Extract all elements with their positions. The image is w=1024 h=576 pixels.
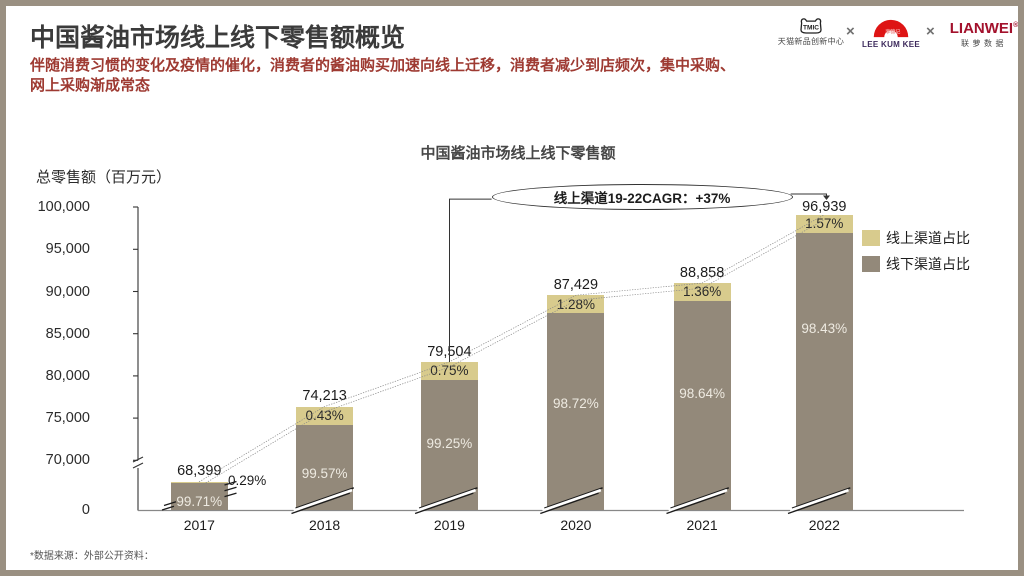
svg-text:李锦记: 李锦记: [884, 29, 900, 36]
svg-text:TMIC: TMIC: [803, 24, 819, 31]
